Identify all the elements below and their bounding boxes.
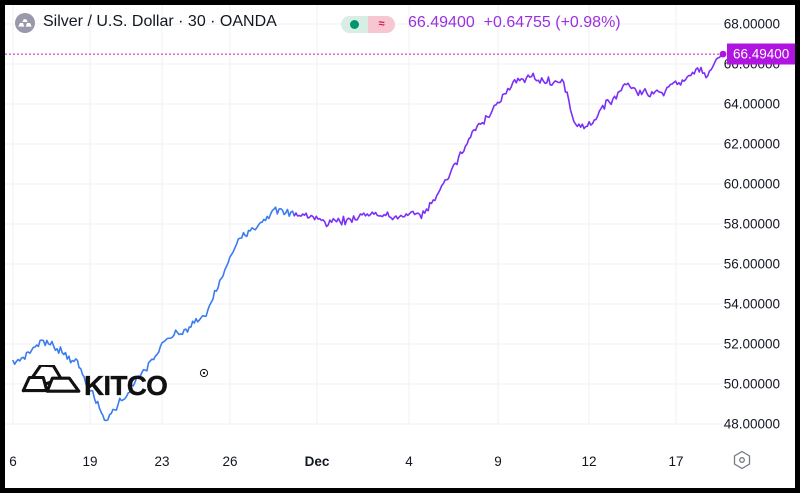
svg-text:KITCO: KITCO [84, 370, 167, 401]
